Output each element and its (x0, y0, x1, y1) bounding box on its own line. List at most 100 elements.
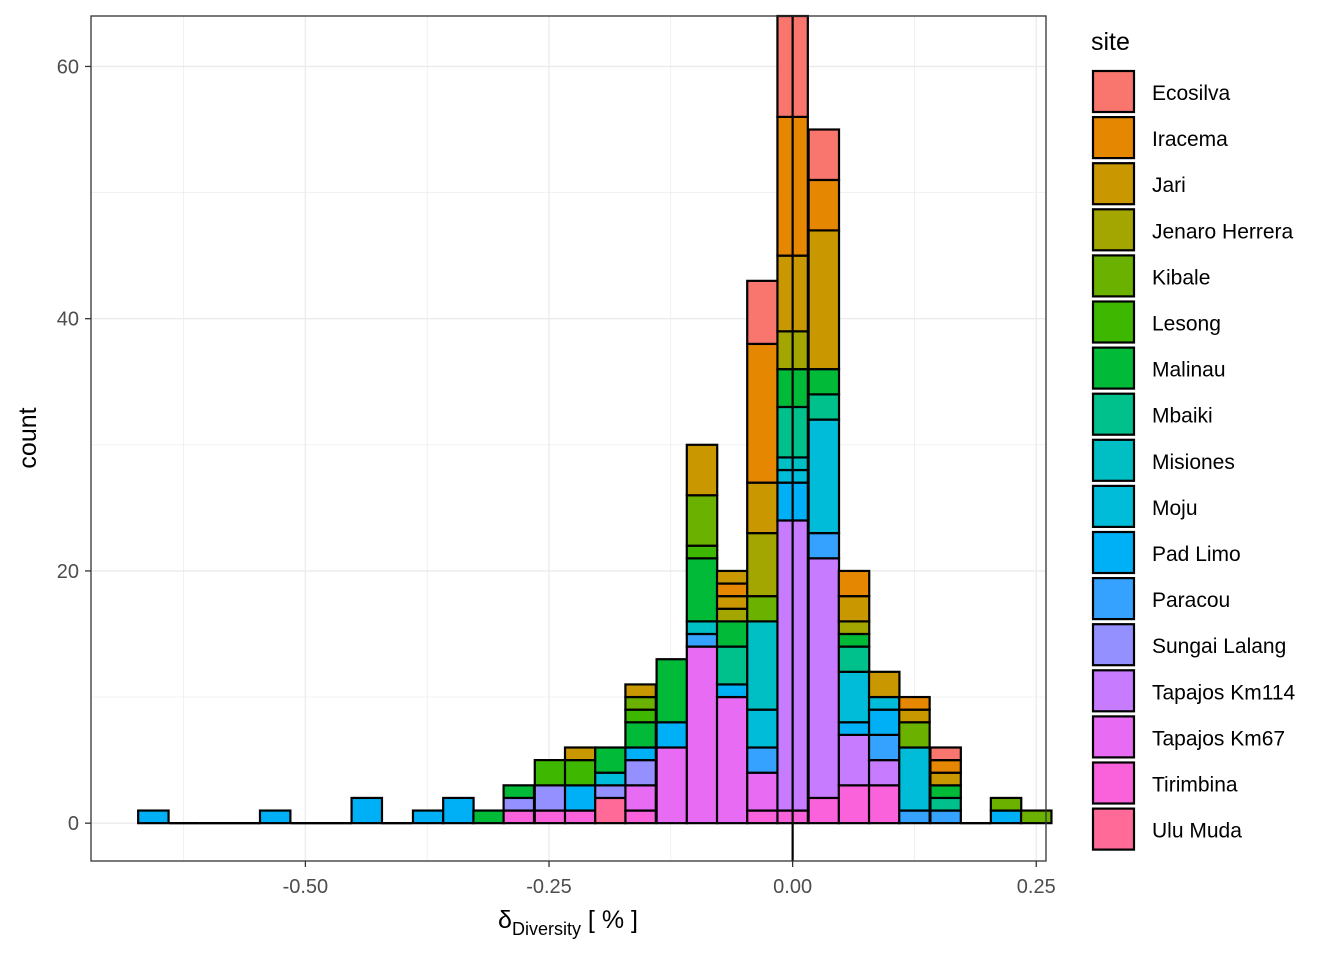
x-axis-title-main: δ (498, 906, 512, 934)
y-tick-label: 60 (57, 56, 79, 78)
legend-swatch (1091, 392, 1136, 436)
histogram-bar-segment (898, 809, 931, 825)
x-tick-label: -0.25 (526, 876, 572, 898)
legend-swatch (1091, 162, 1136, 206)
histogram-bar-segment (867, 733, 901, 762)
histogram-bar-segment (533, 784, 567, 812)
plot-border (90, 15, 1047, 862)
histogram-bar-segment (624, 746, 657, 762)
histogram-bar-segment (837, 595, 871, 623)
y-tick-label: 40 (57, 309, 79, 331)
histogram-bar-segment (929, 796, 962, 812)
histogram-bar-segment (867, 670, 901, 699)
histogram-bar-segment (867, 708, 901, 736)
histogram-bar-segment (807, 796, 841, 825)
histogram-bar-segment (624, 721, 657, 749)
histogram-bar-segment (685, 494, 719, 547)
legend-title: site (1091, 28, 1130, 56)
legend-label: Sungai Lalang (1152, 635, 1286, 658)
x-tick-label: -0.50 (283, 876, 329, 898)
histogram-bar-segment (563, 809, 597, 825)
histogram-bar-segment (837, 721, 871, 736)
legend-label: Iracema (1152, 128, 1228, 151)
histogram-bar-segment (594, 746, 627, 774)
histogram-bar-segment (1019, 809, 1053, 825)
histogram-bar-segment (563, 746, 597, 762)
histogram-bar-segment (594, 796, 627, 825)
histogram-bar-segment (837, 569, 871, 598)
legend-label: Jenaro Herrera (1152, 220, 1294, 243)
histogram-bar-segment (624, 809, 657, 825)
legend-label: Moju (1152, 497, 1198, 520)
legend-label: Ecosilva (1152, 82, 1231, 105)
legend-item: Moju (1091, 484, 1198, 528)
legend-item: Lesong (1091, 300, 1221, 344)
histogram-bar-segment (807, 557, 841, 800)
histogram-bar-segment (867, 759, 901, 787)
histogram-bar-segment (685, 645, 719, 825)
legend-swatch (1091, 761, 1136, 805)
legend-label: Paracou (1152, 589, 1230, 612)
x-tick-label: 0.00 (773, 876, 812, 898)
legend-swatch (1091, 623, 1136, 667)
histogram-bar-segment (746, 746, 779, 774)
histogram-bar-segment (746, 620, 779, 711)
legend-item: Paracou (1091, 576, 1230, 621)
histogram-bar-segment (533, 809, 567, 825)
legend-item: Sungai Lalang (1091, 623, 1286, 667)
legend: site Ecosilva Iracema Jari Jenaro Herrera Ki… (1091, 28, 1296, 851)
histogram-bar-segment (715, 595, 749, 610)
legend-swatch (1091, 208, 1136, 252)
legend-label: Ulu Muda (1152, 820, 1242, 843)
histogram-bar-segment (929, 809, 962, 825)
histogram-bar-segment (807, 229, 841, 371)
histogram-bar-segment (898, 708, 931, 724)
histogram-bar-segment (594, 784, 627, 800)
histogram-bar-segment (350, 796, 384, 825)
histogram-bar-segment (563, 759, 597, 787)
histogram-bar-segment (807, 128, 841, 182)
histogram-bar-segment (867, 784, 901, 825)
legend-item: Tirimbina (1091, 761, 1238, 805)
histogram-bar-segment (655, 658, 689, 724)
legend-label: Lesong (1152, 313, 1221, 336)
histogram-bar-segment (746, 708, 779, 749)
legend-swatch (1091, 576, 1136, 621)
legend-item: Tapajos Km67 (1091, 715, 1285, 759)
histogram-bar-segment (898, 721, 931, 749)
legend-swatch (1091, 669, 1136, 713)
histogram-bar-segment (746, 531, 779, 598)
histogram-bar-segment (929, 759, 962, 774)
legend-label: Malinau (1152, 359, 1226, 382)
histogram-bar-segment (624, 759, 657, 787)
legend-label: Tirimbina (1152, 774, 1238, 797)
histogram-bar-segment (929, 746, 962, 762)
legend-swatch (1091, 715, 1136, 759)
histogram-bar-segment (411, 809, 445, 825)
histogram-bar-segment (533, 759, 567, 787)
histogram-bar-segment (837, 784, 871, 825)
legend-swatch (1091, 300, 1136, 344)
legend-item: Tapajos Km114 (1091, 669, 1296, 713)
histogram-bar-segment (807, 531, 841, 560)
histogram-bar-segment (746, 809, 779, 825)
legend-swatch (1091, 438, 1136, 482)
histogram-bar-segment (746, 342, 779, 484)
histogram-bar-segment (867, 695, 901, 711)
histogram-bar-segment (685, 557, 719, 623)
histogram-bar-segment (624, 683, 657, 699)
legend-label: Kibale (1152, 266, 1210, 289)
histogram-bar-segment (746, 595, 779, 623)
legend-item: Pad Limo (1091, 530, 1241, 575)
histogram-bar-segment (807, 418, 841, 535)
histogram-bar-segment (137, 809, 170, 825)
legend-swatch (1091, 346, 1136, 390)
histogram-bar-segment (807, 393, 841, 421)
x-tick-label: 0.25 (1017, 876, 1056, 898)
legend-label: Pad Limo (1152, 543, 1241, 566)
histogram-bar-segment (472, 809, 505, 825)
histogram-bar-segment (502, 784, 536, 800)
y-axis: 0 20 40 60 (57, 56, 91, 835)
legend-item: Jari (1091, 162, 1186, 206)
